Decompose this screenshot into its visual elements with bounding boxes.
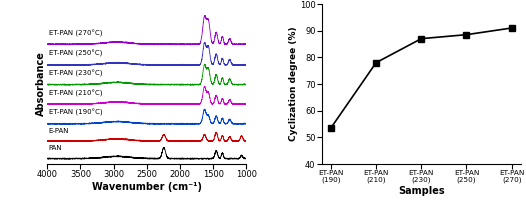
Text: ET-PAN (230°C): ET-PAN (230°C) [49, 70, 102, 77]
Text: ET-PAN (190°C): ET-PAN (190°C) [49, 109, 102, 116]
X-axis label: Samples: Samples [398, 186, 444, 196]
Text: ET-PAN (210°C): ET-PAN (210°C) [49, 89, 102, 97]
Text: ET-PAN (250°C): ET-PAN (250°C) [49, 50, 102, 57]
Text: E-PAN: E-PAN [49, 128, 69, 134]
Y-axis label: Absorbance: Absorbance [36, 52, 46, 116]
Y-axis label: Cyclization degree (%): Cyclization degree (%) [289, 27, 298, 141]
Text: ET-PAN (270°C): ET-PAN (270°C) [49, 29, 102, 37]
Text: PAN: PAN [49, 145, 62, 151]
X-axis label: Wavenumber (cm⁻¹): Wavenumber (cm⁻¹) [92, 182, 202, 192]
